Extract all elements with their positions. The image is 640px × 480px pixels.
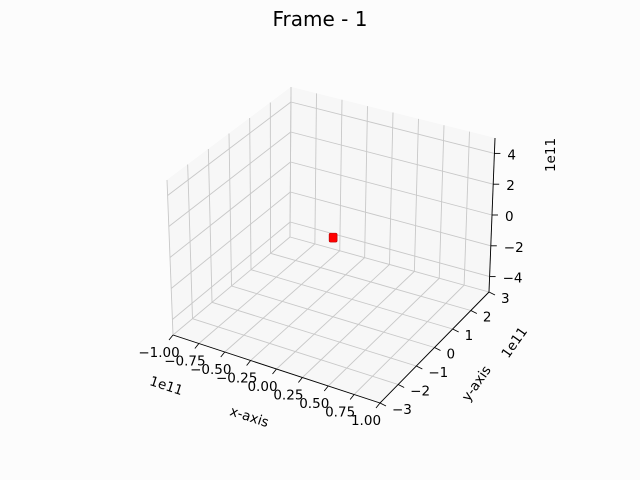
y-tick-0 xyxy=(379,402,387,407)
y-tick-4 xyxy=(452,328,459,333)
x-tick-label-6: 0.50 xyxy=(299,396,329,412)
x-tick-2 xyxy=(220,351,226,358)
z-grid-back-1 xyxy=(290,191,491,247)
z-grid-left-1 xyxy=(170,191,291,289)
z-grid-left-2 xyxy=(169,161,291,258)
y-tick-label-1: −2 xyxy=(410,384,430,400)
x-tick-label-4: 0.00 xyxy=(247,379,277,395)
z-offset-text: 1e11 xyxy=(543,138,559,172)
x-tick-label-1: −0.75 xyxy=(164,354,205,370)
y-grid-floor-1 xyxy=(192,318,399,385)
y-tick-5 xyxy=(470,310,478,314)
y-grid-floor-5 xyxy=(270,252,471,311)
x-offset-text: 1e11 xyxy=(148,373,185,399)
y-tick-label-3: 0 xyxy=(447,347,456,363)
x-tick-label-0: −1.00 xyxy=(138,345,179,361)
z-tick-label-3: 2 xyxy=(506,178,515,194)
y-axis-label: y-axis xyxy=(459,363,495,405)
y-offset-text: 1e11 xyxy=(498,324,531,361)
tick-labels: −1.00−0.75−0.50−0.250.000.250.500.751.00… xyxy=(138,147,523,429)
z-tick-label-0: −4 xyxy=(503,271,523,287)
z-grid-left-3 xyxy=(168,131,291,227)
x-tick-4 xyxy=(272,368,277,375)
x-tick-label-7: 0.75 xyxy=(325,405,355,421)
z-grid-back-2 xyxy=(290,161,493,216)
y-grid-floor-4 xyxy=(250,269,453,330)
x-tick-label-2: −0.50 xyxy=(190,362,231,378)
chart-title: Frame - 1 xyxy=(273,7,368,31)
z-grid-left-4 xyxy=(167,101,292,196)
floor-pane xyxy=(173,237,489,403)
x-tick-3 xyxy=(246,360,251,366)
z-grid-left-0 xyxy=(172,221,291,320)
y-tick-6 xyxy=(488,291,496,296)
z-grid-back-0 xyxy=(289,221,490,278)
y-grid-floor-2 xyxy=(211,301,417,367)
x-tick-label-5: 0.25 xyxy=(273,388,303,404)
y-tick-label-5: 2 xyxy=(483,310,492,326)
data-point-0 xyxy=(328,232,338,243)
x-tick-6 xyxy=(323,385,329,392)
x-tick-0 xyxy=(168,334,174,341)
y-tick-3 xyxy=(434,347,441,351)
z-grid-back-4 xyxy=(290,101,495,154)
z-grid-back-3 xyxy=(290,131,494,185)
z-tick-label-1: −2 xyxy=(504,240,524,256)
z-tick-label-4: 4 xyxy=(507,147,516,163)
tick-marks xyxy=(168,152,501,409)
z-tick-label-2: 0 xyxy=(505,209,514,225)
y-tick-2 xyxy=(416,365,423,370)
y-tick-1 xyxy=(397,384,405,388)
x-axis-label: x-axis xyxy=(228,403,271,431)
x-tick-label-3: −0.25 xyxy=(216,371,257,387)
y-tick-label-2: −1 xyxy=(428,365,448,381)
x-tick-1 xyxy=(194,343,200,349)
y-grid-floor-6 xyxy=(289,236,490,293)
y-tick-label-6: 3 xyxy=(501,291,510,307)
x-tick-7 xyxy=(349,394,355,400)
x-tick-label-8: 1.00 xyxy=(351,413,381,429)
y-tick-label-4: 1 xyxy=(465,328,474,344)
data-points xyxy=(328,232,338,243)
x-tick-8 xyxy=(375,402,381,409)
x-tick-5 xyxy=(298,377,303,383)
y-grid-floor-3 xyxy=(231,285,435,348)
y-tick-label-0: −3 xyxy=(392,402,412,418)
